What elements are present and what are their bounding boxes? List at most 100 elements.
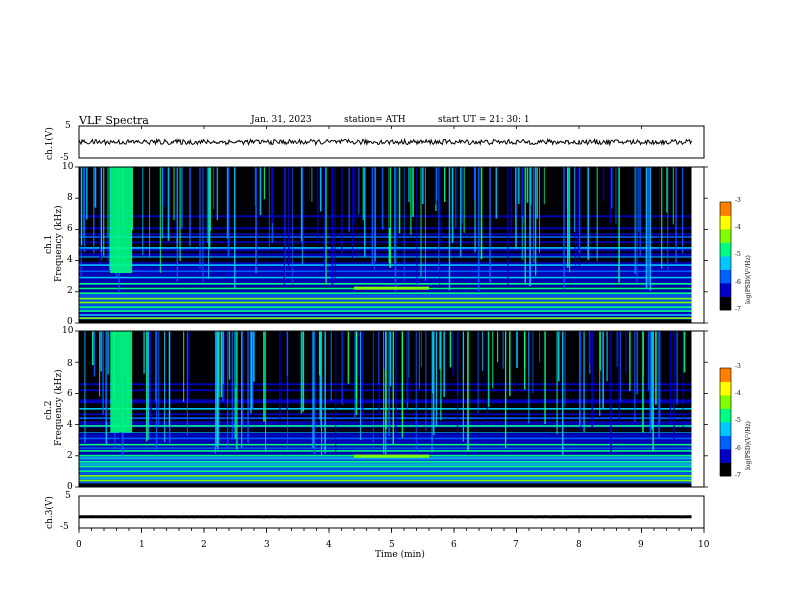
sferic-streak [672, 167, 674, 225]
spectrogram-row [79, 245, 692, 248]
sferic-streak [323, 167, 326, 273]
colorbar-cell [720, 202, 731, 206]
ch1-spec-ytick: 2 [67, 286, 73, 296]
spectrogram-row [79, 227, 692, 230]
sferic-streak [383, 331, 385, 370]
colorbar-cell [720, 218, 731, 222]
colorbar-cell [720, 277, 731, 281]
sferic-streak [385, 331, 387, 430]
ch2-spec-ytick: 4 [67, 420, 73, 430]
sferic-streak [372, 331, 374, 453]
sferic-streak [378, 331, 380, 385]
colorbar-cell [720, 237, 731, 241]
sferic-streak [226, 167, 229, 239]
sferic-streak [529, 167, 531, 287]
spectral-line [79, 479, 692, 482]
sferic-streak [146, 331, 148, 442]
sferic-streak [342, 331, 344, 404]
colorbar-cell [720, 210, 731, 214]
spectral-line [79, 236, 692, 238]
sferic-streak [451, 167, 454, 244]
sferic-streak [320, 331, 323, 456]
ch2-spec-ytick: 2 [67, 451, 73, 461]
spectrogram-row [79, 223, 692, 226]
sferic-streak [408, 167, 410, 203]
sferic-streak [268, 167, 270, 251]
spectrogram-row [79, 217, 692, 220]
colorbar-cell [720, 395, 731, 399]
colorbar-cell [720, 264, 731, 268]
ch1-spec-ytick: 8 [67, 193, 73, 203]
colorbar-cell [720, 405, 731, 409]
ch3-wave-ytick: 5 [65, 491, 71, 501]
sferic-streak [636, 167, 638, 284]
spectrogram-row [79, 231, 692, 234]
sferic-streak [247, 331, 249, 444]
sferic-streak [524, 331, 526, 368]
spectrogram-row [79, 311, 692, 314]
colorbar-cell [720, 242, 731, 246]
colorbar-cell [720, 389, 731, 393]
spectrogram-row [79, 275, 692, 278]
sferic-streak [473, 167, 476, 201]
sferic-streak [313, 331, 316, 455]
sferic-streak [287, 167, 290, 266]
sferic-streak [649, 167, 651, 291]
sferic-streak [401, 331, 404, 438]
sferic-streak [149, 167, 151, 258]
colorbar-frame [719, 201, 732, 311]
sferic-streak [256, 167, 258, 267]
sferic-streak [389, 167, 392, 268]
spectral-line [79, 314, 692, 316]
colorbar-cell [720, 223, 731, 227]
sferic-streak [241, 331, 243, 448]
sferic-streak [618, 331, 621, 424]
sferic-streak [673, 331, 675, 443]
sferic-streak [486, 331, 489, 419]
sferic-streak [463, 167, 465, 233]
ch1-spec-ytick: 6 [67, 224, 73, 234]
colorbar-cell [720, 261, 731, 265]
sferic-streak [477, 331, 479, 414]
colorbar-cell [720, 467, 731, 471]
colorbar-cell [720, 422, 731, 426]
spectral-line [79, 475, 692, 477]
spectrogram-row [79, 181, 692, 184]
x-tick-label: 8 [576, 540, 582, 550]
colorbar-cell [720, 459, 731, 463]
sferic-streak [99, 167, 101, 262]
x-tick-label: 5 [389, 540, 395, 550]
sferic-streak [142, 167, 144, 256]
sferic-streak [407, 331, 409, 402]
sferic-streak [93, 331, 96, 377]
sferic-streak [291, 167, 293, 285]
spectrogram-row [79, 467, 692, 470]
sferic-streak [388, 167, 391, 228]
colorbar-cell [720, 451, 731, 455]
sferic-streak [460, 167, 462, 251]
colorbar-frame [719, 367, 732, 477]
sferic-streak [432, 331, 434, 394]
spectrogram-row [79, 221, 692, 224]
spectrogram-row [79, 273, 692, 276]
x-tick-label: 0 [76, 540, 82, 550]
sferic-streak [163, 167, 165, 207]
sferic-streak [655, 331, 657, 405]
sferic-streak [557, 331, 560, 382]
spectrogram-row [79, 477, 692, 480]
dc-line [79, 319, 692, 323]
colorbar-cell [720, 215, 731, 219]
colorbar-cell [720, 253, 731, 257]
sferic-streak [618, 167, 620, 283]
sferic-streak [392, 331, 394, 445]
sferic-streak [495, 167, 498, 219]
ch1-spec-ytick: 0 [67, 317, 73, 327]
sferic-streak [652, 331, 654, 452]
sferic-streak [105, 331, 108, 445]
dark-band [79, 257, 692, 263]
sferic-streak [449, 331, 452, 368]
spectrogram-row [79, 173, 692, 176]
spectrogram-row [79, 175, 692, 178]
sferic-streak [602, 167, 605, 202]
sferic-streak [150, 331, 152, 424]
